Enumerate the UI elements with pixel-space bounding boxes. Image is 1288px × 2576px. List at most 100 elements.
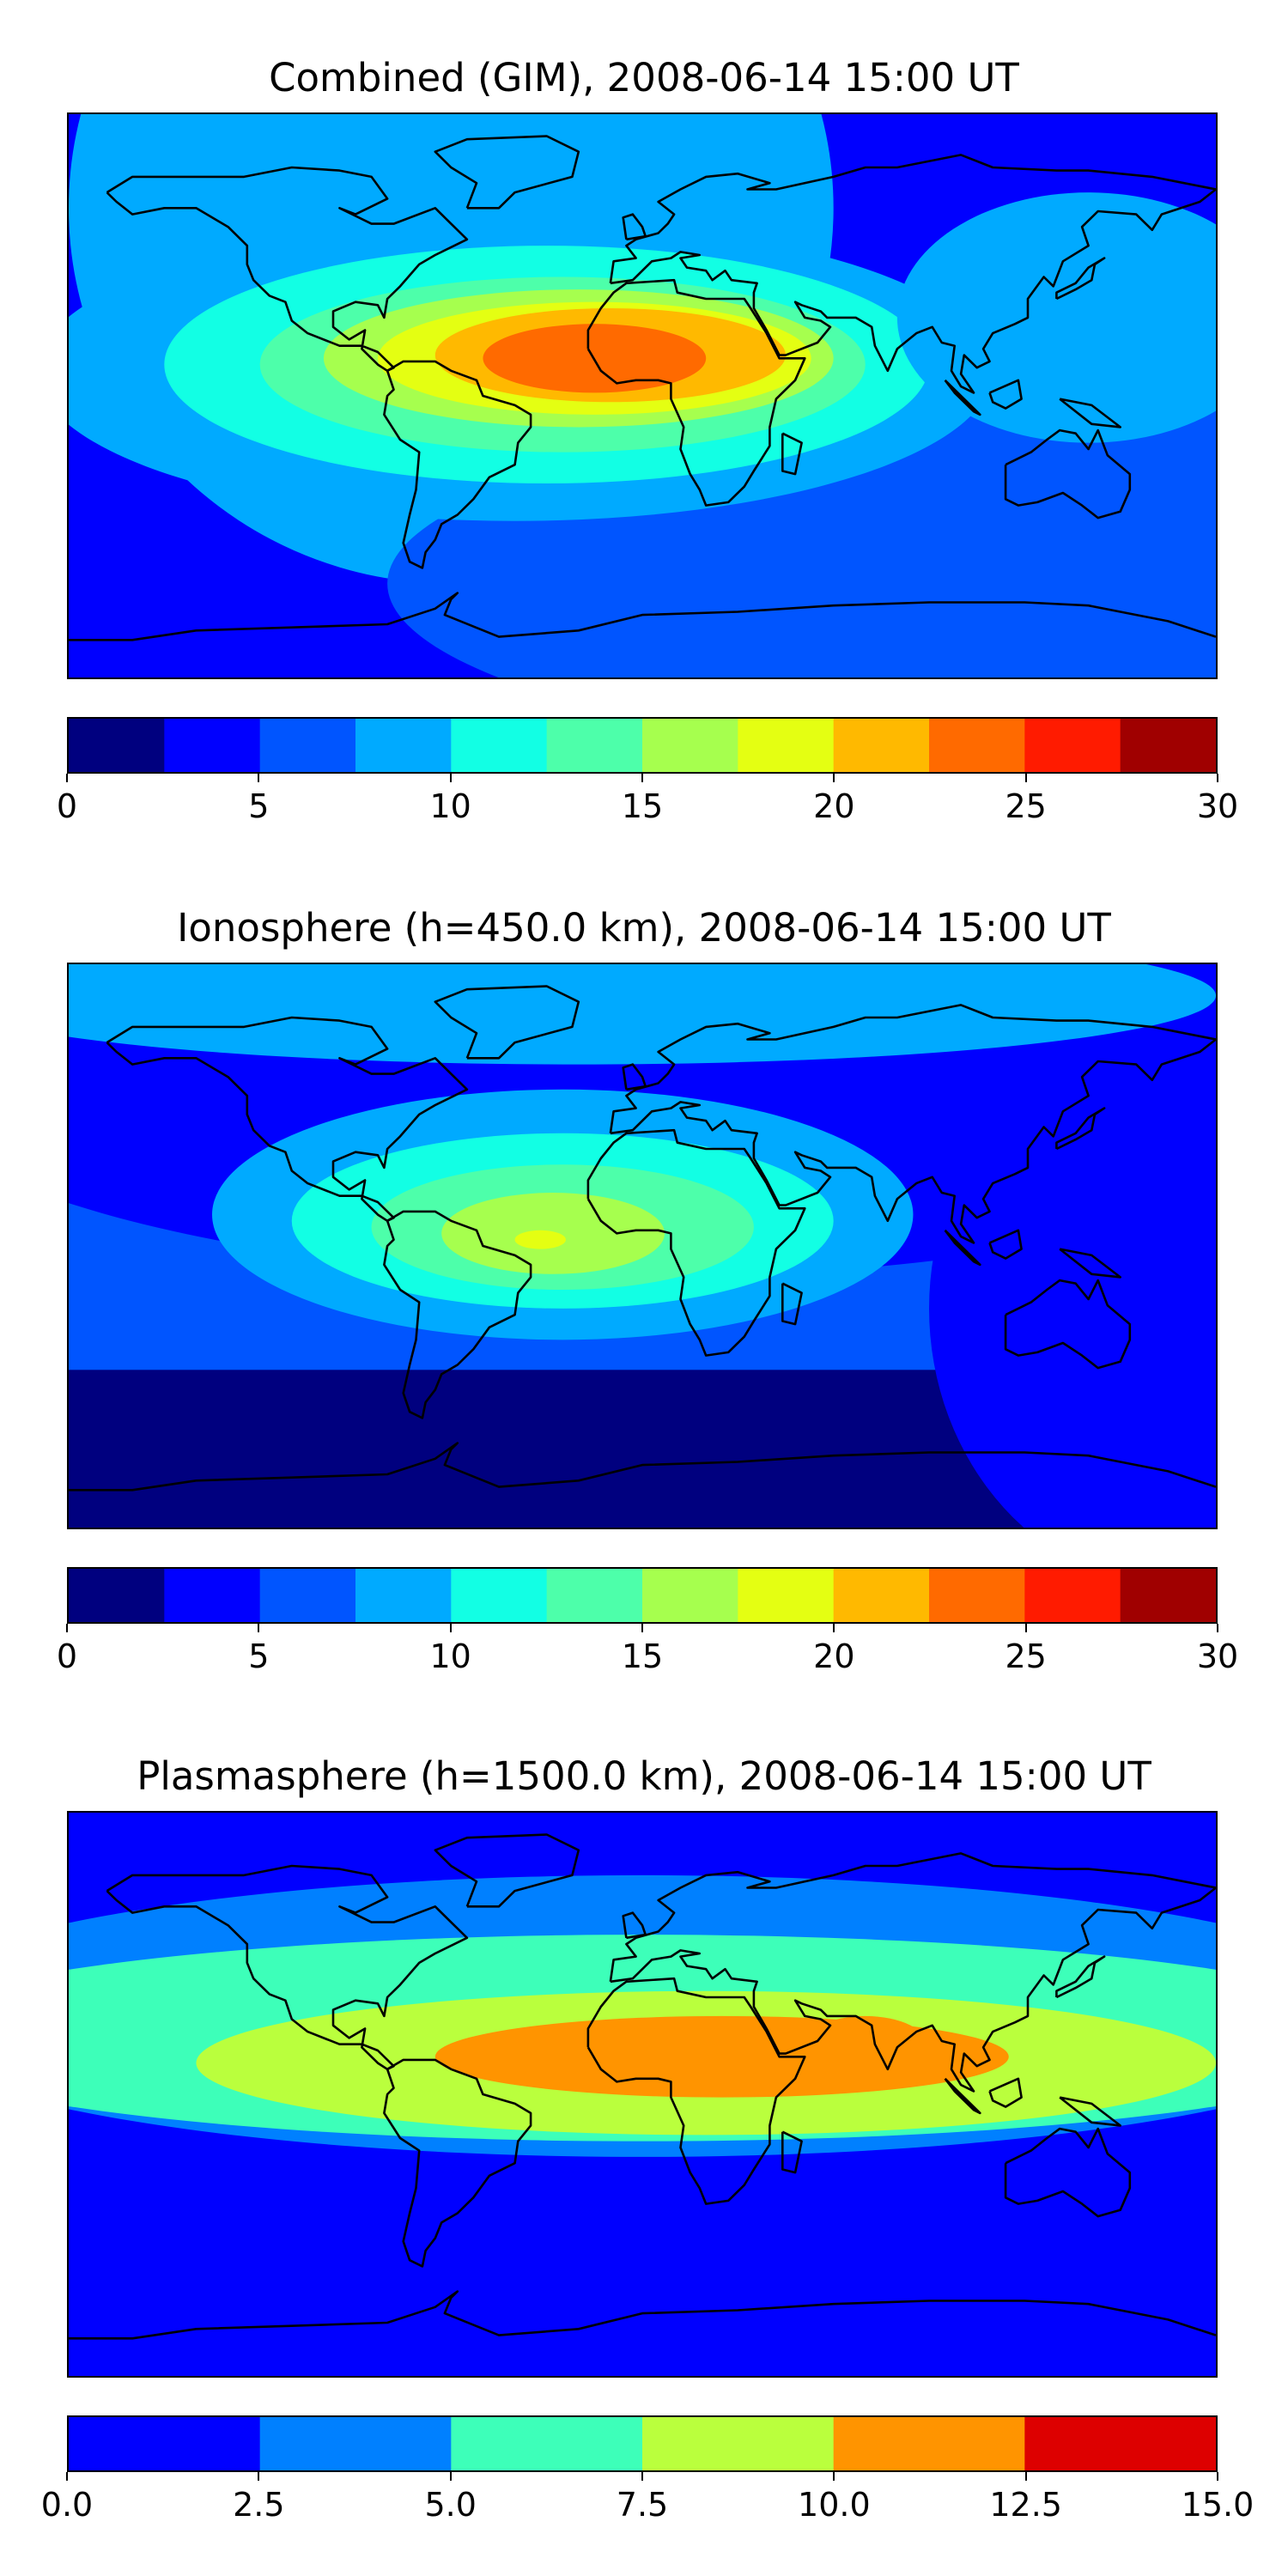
coastline xyxy=(1055,1107,1106,1151)
chart-title: Combined (GIM), 2008-06-14 15:00 UT xyxy=(269,55,1019,100)
colorbar-tick-label: 15 xyxy=(621,787,664,825)
coastline xyxy=(1004,1279,1132,1370)
colorbar-tick-mark xyxy=(833,2472,835,2481)
coastline xyxy=(586,1128,806,1357)
coastline xyxy=(586,1977,806,2205)
colorbar-swatches xyxy=(69,719,1216,772)
colorbar-tick-label: 2.5 xyxy=(233,2486,285,2524)
coastline xyxy=(383,360,532,569)
colorbar-swatch xyxy=(738,719,835,772)
coastline xyxy=(622,1911,647,1940)
colorbar-tick-mark xyxy=(66,774,68,782)
colorbar-tick-label: 10.0 xyxy=(798,2486,871,2524)
coastline xyxy=(609,1852,1216,1982)
colorbar-tick-mark xyxy=(1217,774,1218,782)
coastline xyxy=(383,1210,532,1419)
colorbar-tick-mark xyxy=(833,1624,835,1632)
coastline xyxy=(69,592,1216,641)
coastline xyxy=(609,154,1216,283)
colorbar-tick-mark xyxy=(258,2472,260,2481)
colorbar-tick-label: 0.0 xyxy=(40,2486,94,2524)
coastline xyxy=(434,985,580,1060)
colorbar-tick-mark xyxy=(641,2472,643,2481)
map-plot-area xyxy=(67,112,1218,679)
coastline xyxy=(106,166,469,373)
map-plot-area xyxy=(67,963,1218,1529)
colorbar-tick-label: 25 xyxy=(1005,1637,1047,1675)
colorbar-tick-label: 10 xyxy=(429,787,471,825)
colorbar-swatch xyxy=(546,719,643,772)
colorbar-swatch xyxy=(164,1569,261,1622)
colorbar-tick-mark xyxy=(833,774,835,782)
coastline xyxy=(988,379,1023,410)
coastline xyxy=(610,1038,1216,1244)
colorbar-tick-label: 5 xyxy=(248,1637,270,1675)
colorbar-tick-mark xyxy=(449,774,452,782)
colorbar-swatch xyxy=(929,1569,1025,1622)
map-contour-field xyxy=(69,964,1216,1528)
colorbar-swatch xyxy=(259,719,356,772)
coastline xyxy=(1004,2127,1132,2218)
coastline xyxy=(586,278,806,507)
coastline xyxy=(988,2077,1023,2108)
coastline xyxy=(609,1004,1216,1133)
colorbar-tick-mark xyxy=(258,774,260,782)
colorbar-tick-label: 5.0 xyxy=(424,2486,477,2524)
colorbar-tick-label: 7.5 xyxy=(616,2486,669,2524)
colorbar-swatch xyxy=(1024,719,1121,772)
colorbar-swatch xyxy=(1024,1569,1121,1622)
colorbar xyxy=(67,717,1218,774)
colorbar-tick-mark xyxy=(449,1624,452,1632)
colorbar-swatch xyxy=(451,719,548,772)
chart-title: Plasmasphere (h=1500.0 km), 2008-06-14 1… xyxy=(137,1753,1151,1799)
colorbar-swatch xyxy=(355,719,452,772)
colorbar-tick-mark xyxy=(66,1624,68,1632)
colorbar-swatch xyxy=(69,1569,165,1622)
colorbar-swatch xyxy=(833,2417,1025,2470)
coastline xyxy=(622,1063,647,1091)
colorbar-tick-mark xyxy=(258,1624,260,1632)
colorbar-tick-label: 10 xyxy=(429,1637,471,1675)
colorbar-tick-label: 15 xyxy=(621,1637,664,1675)
colorbar-swatch xyxy=(642,719,738,772)
colorbar-swatch xyxy=(69,719,165,772)
colorbar-tick-label: 15.0 xyxy=(1181,2486,1255,2524)
field-contour-region xyxy=(514,1230,566,1249)
coastline xyxy=(106,1016,469,1223)
colorbar-tick-label: 20 xyxy=(813,1637,855,1675)
colorbar-swatch xyxy=(546,1569,643,1622)
colorbar-tick-mark xyxy=(1217,1624,1218,1632)
colorbar-swatch xyxy=(1024,2417,1216,2470)
colorbar-tick-label: 25 xyxy=(1005,787,1047,825)
colorbar-tick-label: 0 xyxy=(56,787,78,825)
colorbar-tick-mark xyxy=(1217,2472,1218,2481)
coastline xyxy=(1059,398,1121,428)
coastline xyxy=(610,188,1216,394)
coastline xyxy=(944,379,981,416)
colorbar-swatch xyxy=(259,1569,356,1622)
colorbar-tick-label: 12.5 xyxy=(989,2486,1062,2524)
colorbar-ticks: 0.0 2.5 5.0 7.5 10.0 12.5 15.0 xyxy=(41,2472,1254,2532)
field-contour-region xyxy=(896,192,1216,443)
coastline xyxy=(988,1229,1023,1260)
coastline xyxy=(781,1282,803,1326)
colorbar-tick-label: 30 xyxy=(1196,787,1239,825)
coastline xyxy=(69,2290,1216,2340)
colorbar-swatches xyxy=(69,1569,1216,1622)
colorbar-tick-mark xyxy=(1024,774,1027,782)
coastline xyxy=(1059,1248,1121,1279)
colorbar-swatch xyxy=(1120,1569,1216,1622)
map-contour-field xyxy=(69,114,1216,677)
coastline xyxy=(781,432,803,476)
colorbar-swatch xyxy=(451,2417,643,2470)
colorbar xyxy=(67,1567,1218,1624)
coastline xyxy=(1055,257,1106,301)
colorbar-swatch xyxy=(69,2417,261,2470)
coastline xyxy=(383,2058,532,2268)
coastline xyxy=(944,2077,981,2115)
coastline xyxy=(434,135,580,210)
colorbar-swatch xyxy=(164,719,261,772)
colorbar-swatch xyxy=(833,1569,930,1622)
coastline xyxy=(69,1442,1216,1492)
colorbar-tick-mark xyxy=(1024,1624,1027,1632)
